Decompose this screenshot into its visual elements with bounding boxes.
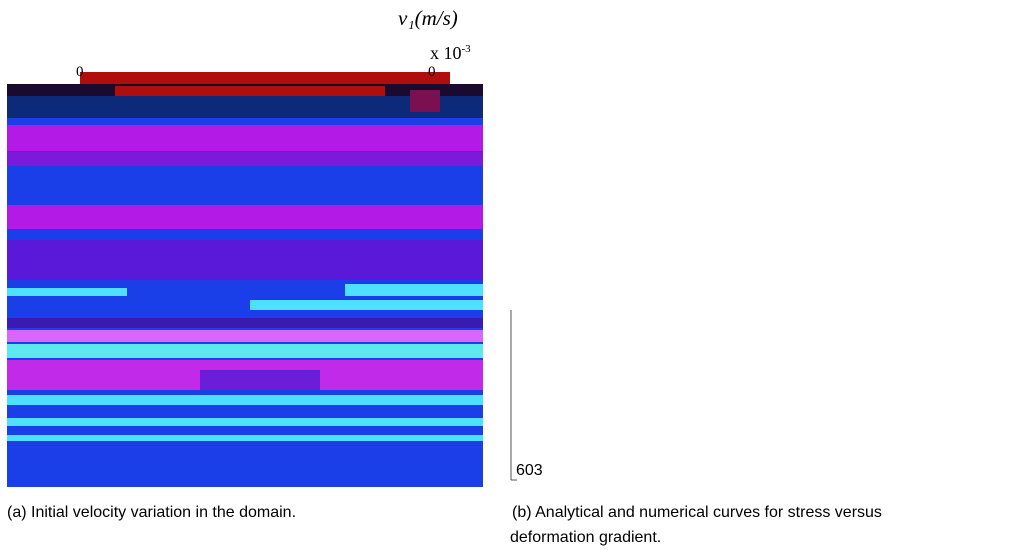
scale-label: x 10-3 <box>430 43 471 64</box>
caption: (b) Analytical and numerical curves for … <box>512 504 882 522</box>
scale-base: x 10 <box>430 43 462 63</box>
colorbar-title: v₁(m/s) <box>398 6 458 31</box>
tick-label: 0 <box>428 64 436 81</box>
figure-graphics <box>0 0 1020 550</box>
page: v₁(m/s) x 10-3 0 0 603 (a) Initial veloc… <box>0 0 1020 550</box>
caption: (a) Initial velocity variation in the do… <box>7 504 296 522</box>
scale-exponent: -3 <box>462 43 471 55</box>
tick-label: 0 <box>76 64 84 81</box>
caption: deformation gradient. <box>510 529 661 547</box>
velocity-field-image <box>7 72 483 487</box>
tick-label: 603 <box>516 462 543 480</box>
